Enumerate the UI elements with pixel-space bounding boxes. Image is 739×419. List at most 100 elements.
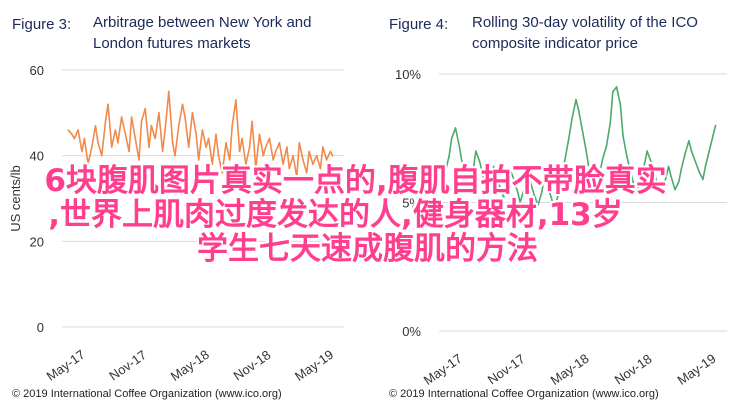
- x-tick-label: Nov-18: [612, 351, 655, 387]
- data-point: [138, 159, 140, 161]
- data-point: [605, 145, 608, 147]
- figure-4-label: Figure 4:: [389, 16, 449, 33]
- data-point: [581, 129, 584, 132]
- data-point: [154, 137, 156, 140]
- data-point: [322, 146, 324, 148]
- data-point: [241, 137, 243, 140]
- x-tick-label: Nov-18: [231, 347, 274, 383]
- data-point: [110, 146, 113, 148]
- data-point: [533, 194, 535, 196]
- data-point: [215, 133, 217, 136]
- x-tick-label: May-17: [44, 347, 88, 384]
- data-point: [308, 150, 311, 153]
- y-tick-label: 5%: [402, 196, 421, 211]
- data-point: [660, 194, 662, 196]
- data-point: [184, 116, 186, 118]
- data-point: [332, 154, 334, 157]
- data-point: [598, 176, 600, 178]
- data-point: [712, 134, 714, 137]
- data-point: [101, 154, 103, 157]
- y-tick-label: 20: [30, 234, 44, 249]
- data-point: [678, 181, 680, 183]
- data-point: [73, 137, 76, 140]
- data-point: [94, 124, 97, 127]
- data-point: [201, 129, 204, 131]
- data-point: [231, 124, 233, 127]
- data-point: [225, 142, 227, 144]
- data-point: [144, 107, 146, 110]
- data-point: [274, 150, 277, 153]
- data-point: [282, 163, 284, 165]
- data-point: [499, 186, 501, 188]
- data-point: [207, 137, 210, 140]
- data-point: [527, 173, 529, 175]
- data-point: [217, 154, 220, 157]
- data-point: [694, 160, 697, 163]
- data-point: [543, 176, 546, 178]
- data-point: [117, 142, 119, 144]
- data-point: [292, 154, 294, 157]
- data-point: [643, 163, 646, 165]
- x-tick-label: May-17: [421, 351, 465, 388]
- y-tick-label: 10%: [395, 67, 421, 82]
- data-point: [529, 181, 532, 183]
- overlay-caption-line-1: 6块腹肌图片真实一点的,腹肌自拍不带脸真实: [44, 163, 667, 199]
- data-point: [563, 160, 566, 163]
- data-point: [516, 191, 519, 193]
- data-point: [664, 181, 666, 183]
- data-point: [595, 188, 598, 191]
- y-tick-label: 0%: [402, 324, 421, 339]
- data-point: [187, 146, 190, 148]
- data-point: [238, 150, 241, 153]
- data-point: [704, 165, 707, 168]
- data-point: [107, 103, 109, 106]
- data-point: [315, 154, 318, 157]
- data-point: [553, 206, 556, 209]
- data-point: [492, 165, 495, 168]
- data-point: [450, 137, 453, 140]
- data-point: [191, 112, 194, 114]
- data-point: [286, 146, 288, 148]
- data-point: [130, 116, 133, 118]
- x-tick-label: Nov-17: [485, 351, 528, 387]
- data-point: [615, 86, 618, 88]
- figure-3-panel: Figure 3: Arbitrage between New York and…: [0, 0, 360, 419]
- data-point: [302, 159, 304, 161]
- data-point: [609, 122, 612, 124]
- data-point: [168, 90, 170, 93]
- data-point: [653, 173, 656, 175]
- data-point: [506, 183, 509, 186]
- data-point: [91, 146, 93, 148]
- data-point: [211, 163, 214, 165]
- data-point: [197, 159, 200, 161]
- data-point: [288, 167, 291, 170]
- data-point: [551, 199, 553, 201]
- data-point: [488, 178, 491, 181]
- data-point: [502, 196, 505, 199]
- data-point: [495, 173, 497, 175]
- x-tick-label: May-18: [548, 351, 592, 388]
- data-point: [708, 150, 710, 152]
- data-point: [87, 163, 89, 165]
- data-point: [272, 159, 275, 161]
- data-point: [523, 188, 525, 191]
- data-point: [148, 146, 150, 148]
- data-point: [636, 191, 638, 193]
- data-point: [83, 137, 86, 140]
- data-point: [312, 163, 314, 165]
- y-tick-label: 40: [30, 149, 44, 164]
- data-point: [601, 158, 604, 160]
- data-point: [509, 168, 511, 170]
- data-point: [448, 155, 450, 157]
- data-point: [646, 150, 648, 152]
- y-tick-label: 0: [37, 320, 44, 335]
- series-line: [67, 90, 334, 178]
- data-point: [690, 150, 693, 152]
- data-point: [626, 155, 628, 157]
- data-point: [454, 127, 457, 129]
- data-point: [680, 168, 683, 170]
- data-point: [485, 188, 487, 191]
- data-point: [81, 150, 83, 153]
- data-point: [513, 178, 515, 181]
- x-tick-label: Nov-17: [106, 347, 149, 383]
